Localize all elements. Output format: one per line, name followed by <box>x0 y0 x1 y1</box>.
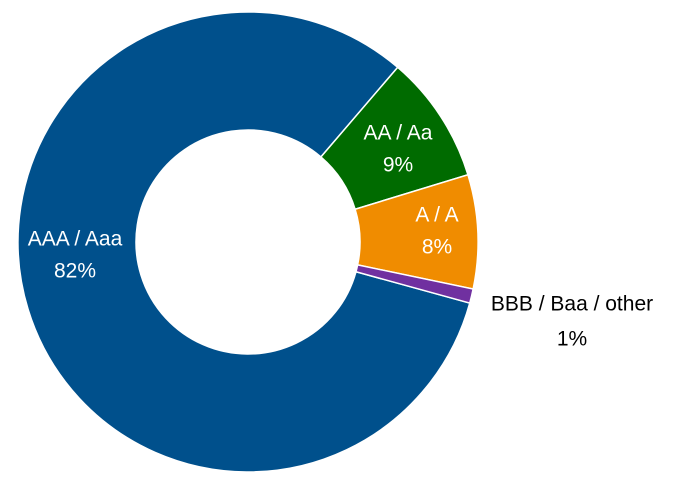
slice-value-label: 82% <box>54 260 96 283</box>
slice-value-label: 1% <box>557 328 587 351</box>
slice-value-label: 9% <box>383 154 413 177</box>
slice-label: AA / Aa <box>364 122 433 145</box>
slice-value-label: 8% <box>422 236 452 259</box>
slice-label: AAA / Aaa <box>28 228 123 251</box>
slice-label: BBB / Baa / other <box>491 293 653 316</box>
slice-label: A / A <box>415 204 458 227</box>
donut-slice <box>17 11 471 473</box>
donut-slice <box>355 264 475 305</box>
